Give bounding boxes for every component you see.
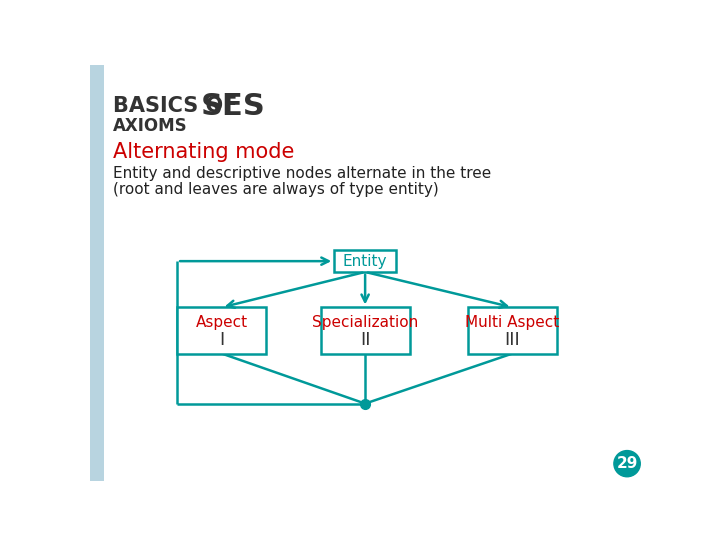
Text: Alternating mode: Alternating mode <box>113 142 294 162</box>
Circle shape <box>614 450 640 477</box>
Bar <box>177 307 266 354</box>
Text: SES: SES <box>201 92 266 121</box>
Text: Entity and descriptive nodes alternate in the tree: Entity and descriptive nodes alternate i… <box>113 166 492 181</box>
Text: Specialization: Specialization <box>312 315 418 330</box>
Text: III: III <box>505 332 521 349</box>
Text: (root and leaves are always of type entity): (root and leaves are always of type enti… <box>113 182 439 197</box>
Text: BASICS OF: BASICS OF <box>113 96 238 116</box>
Text: Entity: Entity <box>343 254 387 268</box>
Text: Multi Aspect: Multi Aspect <box>465 315 559 330</box>
Bar <box>320 307 410 354</box>
Text: AXIOMS: AXIOMS <box>113 117 188 135</box>
Bar <box>468 307 557 354</box>
Text: II: II <box>360 332 370 349</box>
Bar <box>90 65 104 481</box>
Bar <box>334 251 396 272</box>
Text: Aspect: Aspect <box>196 315 248 330</box>
Text: 29: 29 <box>616 456 638 471</box>
Text: I: I <box>219 332 225 349</box>
